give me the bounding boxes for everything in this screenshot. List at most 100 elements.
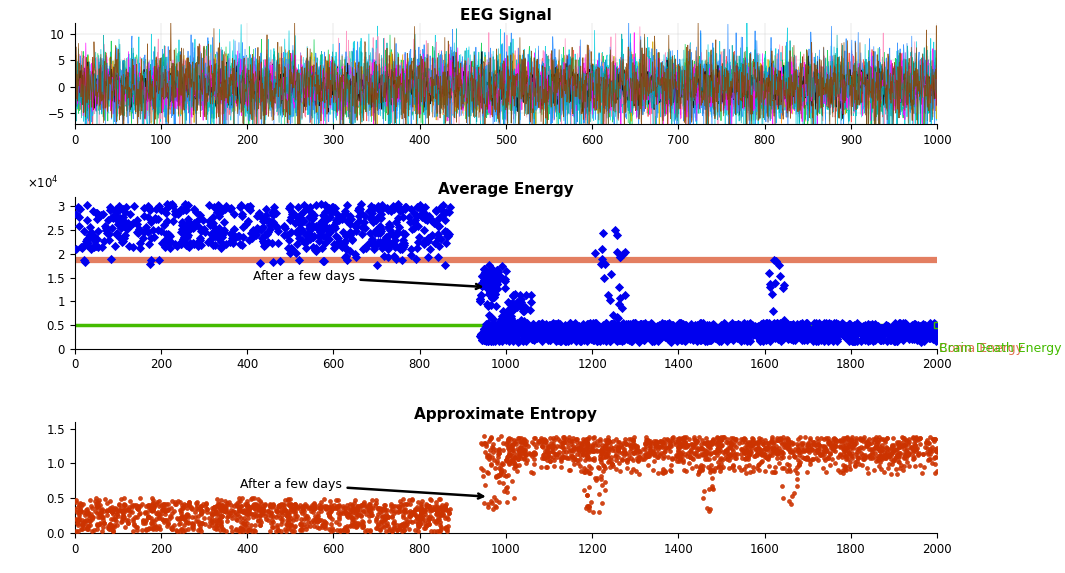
Point — [737, 323, 754, 332]
Point — [661, 324, 678, 333]
Point — [871, 330, 888, 339]
Point — [295, 520, 312, 529]
Point — [376, 241, 393, 250]
Point — [882, 449, 899, 458]
Point — [506, 438, 523, 448]
Point — [152, 205, 169, 214]
Point — [267, 526, 284, 535]
Point — [487, 331, 504, 340]
Point — [504, 329, 521, 339]
Point — [814, 329, 831, 339]
Point — [479, 279, 496, 288]
Point — [564, 436, 581, 445]
Point — [212, 521, 229, 530]
Point — [269, 239, 286, 248]
Point — [770, 323, 787, 332]
Point — [682, 453, 699, 462]
Point — [731, 438, 748, 447]
Point — [505, 336, 522, 345]
Point — [820, 329, 837, 338]
Point — [741, 441, 758, 450]
Point — [282, 248, 299, 257]
Point — [752, 323, 769, 332]
Point — [480, 268, 497, 277]
Point — [181, 238, 198, 248]
Point — [282, 202, 299, 211]
Point — [486, 274, 503, 284]
Point — [830, 327, 847, 336]
Point — [611, 325, 628, 335]
Point — [297, 238, 314, 248]
Point — [868, 441, 885, 450]
Point — [618, 321, 635, 331]
Point — [169, 207, 186, 217]
Point — [822, 325, 839, 334]
Point — [876, 453, 894, 462]
Point — [718, 328, 735, 337]
Point — [114, 204, 131, 213]
Point — [779, 459, 796, 468]
Point — [94, 504, 111, 513]
Point — [534, 437, 551, 446]
Point — [165, 216, 182, 225]
Point — [248, 501, 265, 511]
Point — [412, 210, 429, 219]
Point — [575, 438, 592, 447]
Point — [540, 321, 557, 331]
Point — [108, 207, 125, 217]
Point — [832, 326, 849, 335]
Point — [706, 447, 723, 456]
Point — [842, 321, 859, 331]
Point — [772, 328, 789, 337]
Point — [155, 220, 173, 229]
Point — [585, 318, 602, 327]
Point — [540, 320, 557, 329]
Point — [578, 452, 595, 461]
Point — [473, 332, 490, 341]
Point — [924, 328, 941, 337]
Point — [478, 468, 495, 477]
Point — [774, 449, 791, 458]
Point — [477, 282, 494, 292]
Point — [622, 330, 639, 339]
Point — [858, 331, 875, 340]
Point — [479, 335, 496, 344]
Point — [234, 527, 251, 536]
Point — [389, 228, 406, 237]
Point — [311, 523, 328, 532]
Point — [675, 320, 692, 329]
Point — [615, 328, 632, 337]
Point — [732, 324, 749, 333]
Point — [222, 508, 239, 517]
Point — [723, 320, 740, 329]
Point — [574, 440, 591, 449]
Point — [675, 438, 692, 448]
Point — [511, 337, 528, 346]
Point — [919, 444, 936, 453]
Point — [794, 332, 812, 341]
Point — [836, 441, 853, 450]
Point — [71, 205, 88, 214]
Point — [843, 337, 861, 346]
Point — [490, 448, 507, 457]
Point — [905, 327, 922, 336]
Point — [475, 269, 492, 278]
Point — [807, 329, 824, 339]
Point — [770, 335, 787, 344]
Point — [377, 505, 394, 515]
Point — [889, 440, 906, 449]
Point — [335, 238, 353, 248]
Point — [764, 323, 781, 332]
Point — [211, 201, 228, 210]
Point — [787, 327, 804, 336]
Point — [712, 320, 730, 329]
Point — [597, 440, 615, 449]
Point — [264, 500, 281, 509]
Point — [837, 444, 854, 453]
Point — [812, 333, 829, 342]
Point — [722, 442, 739, 452]
Point — [283, 209, 300, 218]
Point — [626, 318, 643, 327]
Point — [802, 327, 819, 336]
Point — [796, 326, 813, 335]
